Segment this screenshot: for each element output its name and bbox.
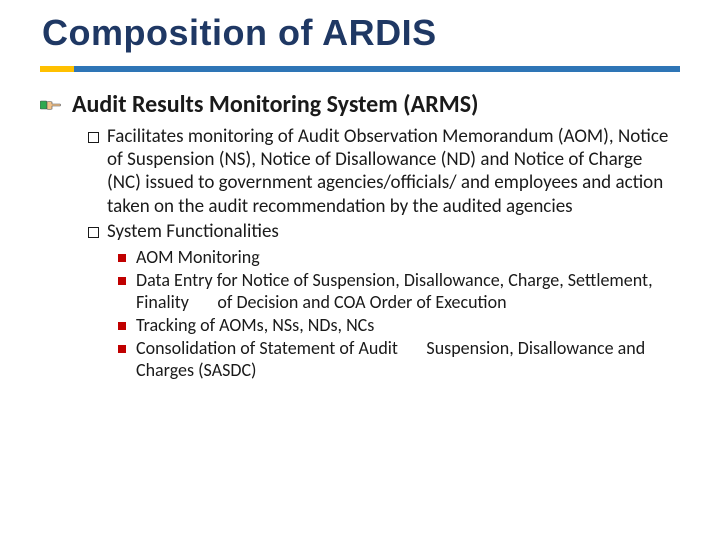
square-bullet-icon — [118, 277, 126, 285]
section-header: Audit Results Monitoring System (ARMS) — [40, 90, 680, 119]
checkbox-item-text: System Functionalities — [107, 220, 279, 243]
hand-sleeve — [40, 101, 47, 109]
section-title: Audit Results Monitoring System (ARMS) — [72, 90, 479, 119]
square-item-text: AOM Monitoring — [136, 247, 260, 269]
list-item: Facilitates monitoring of Audit Observat… — [88, 125, 680, 218]
square-bullet-list: AOM Monitoring Data Entry for Notice of … — [118, 247, 680, 382]
list-item: System Functionalities — [88, 220, 680, 243]
pointing-hand-icon — [40, 97, 62, 113]
list-item: AOM Monitoring — [118, 247, 680, 269]
hand-shape — [47, 101, 61, 109]
square-bullet-icon — [118, 254, 126, 262]
list-item: Tracking of AOMs, NSs, NDs, NCs — [118, 315, 680, 337]
slide-container: Composition of ARDIS Audit Results Monit… — [0, 0, 720, 403]
checkbox-item-text: Facilitates monitoring of Audit Observat… — [107, 125, 680, 218]
checkbox-bullet-icon — [88, 227, 99, 238]
square-bullet-icon — [118, 345, 126, 353]
square-bullet-icon — [118, 322, 126, 330]
square-item-text: Data Entry for Notice of Suspension, Dis… — [136, 270, 680, 314]
square-item-text: Consolidation of Statement of Audit Susp… — [136, 338, 680, 382]
checkbox-list: Facilitates monitoring of Audit Observat… — [88, 125, 680, 243]
slide-title: Composition of ARDIS — [40, 12, 680, 54]
square-item-text: Tracking of AOMs, NSs, NDs, NCs — [136, 315, 374, 337]
accent-bar — [40, 66, 680, 72]
list-item: Consolidation of Statement of Audit Susp… — [118, 338, 680, 382]
accent-bar-blue — [74, 66, 680, 72]
list-item: Data Entry for Notice of Suspension, Dis… — [118, 270, 680, 314]
checkbox-bullet-icon — [88, 132, 99, 143]
accent-bar-yellow — [40, 66, 74, 72]
